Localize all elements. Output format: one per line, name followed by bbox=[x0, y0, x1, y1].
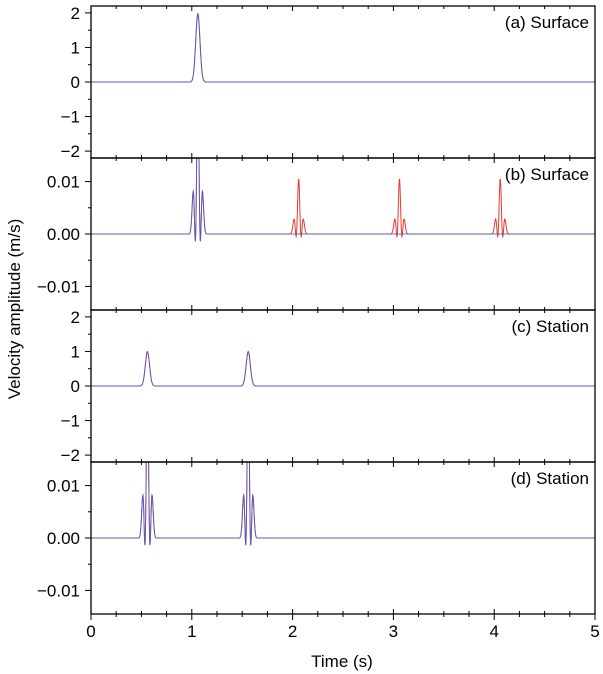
panel-a: −2 −1 0 1 2 (a) Surface bbox=[61, 4, 596, 161]
y-tick-label: −0.01 bbox=[37, 581, 80, 600]
x-axis-ticks: 0 1 2 3 4 5 bbox=[86, 614, 600, 641]
panel-label: (c) Station bbox=[512, 317, 589, 336]
y-tick-label: 0 bbox=[71, 377, 80, 396]
panel-label: (d) Station bbox=[511, 469, 589, 488]
y-tick-label: −1 bbox=[61, 108, 80, 127]
x-tick-label: 1 bbox=[187, 622, 196, 641]
y-tick-label: 2 bbox=[71, 4, 80, 23]
x-tick-label: 4 bbox=[489, 622, 498, 641]
panel-c: −2 −1 0 1 2 (c) Station bbox=[61, 308, 596, 465]
y-tick-label: −0.01 bbox=[37, 277, 80, 296]
series-line-blue bbox=[91, 462, 595, 546]
panel-b: −0.01 0.00 0.01 (b) Surface bbox=[37, 157, 596, 311]
series-line-red bbox=[91, 350, 595, 387]
series-line-blue bbox=[91, 14, 595, 83]
panel-label: (b) Surface bbox=[505, 165, 589, 184]
panel-label: (a) Surface bbox=[505, 13, 589, 32]
y-tick-label: −2 bbox=[61, 446, 80, 465]
x-tick-label: 0 bbox=[86, 622, 95, 641]
y-tick-label: −2 bbox=[61, 142, 80, 161]
y-tick-label: 0.00 bbox=[47, 529, 80, 548]
series-line-blue bbox=[91, 351, 595, 387]
y-tick-label: 0.00 bbox=[47, 225, 80, 244]
y-tick-label: 0 bbox=[71, 73, 80, 92]
y-tick-label: 1 bbox=[71, 342, 80, 361]
y-axis-title: Velocity amplitude (m/s) bbox=[5, 219, 24, 399]
x-tick-label: 2 bbox=[288, 622, 297, 641]
y-tick-label: 1 bbox=[71, 38, 80, 57]
y-tick-label: 2 bbox=[71, 308, 80, 327]
y-tick-label: 0.01 bbox=[47, 173, 80, 192]
x-axis-title: Time (s) bbox=[311, 652, 373, 671]
x-tick-label: 5 bbox=[590, 622, 599, 641]
series-line-blue bbox=[91, 158, 595, 242]
y-tick-label: 0.01 bbox=[47, 477, 80, 496]
panels-group: −2 −1 0 1 2 (a) Surface −0.01 0.00 0.01 (b) Surfa… bbox=[37, 4, 596, 615]
y-tick-label: −1 bbox=[61, 412, 80, 431]
panel-d: −0.01 0.00 0.01 (d) Station bbox=[37, 461, 596, 615]
x-tick-label: 3 bbox=[389, 622, 398, 641]
